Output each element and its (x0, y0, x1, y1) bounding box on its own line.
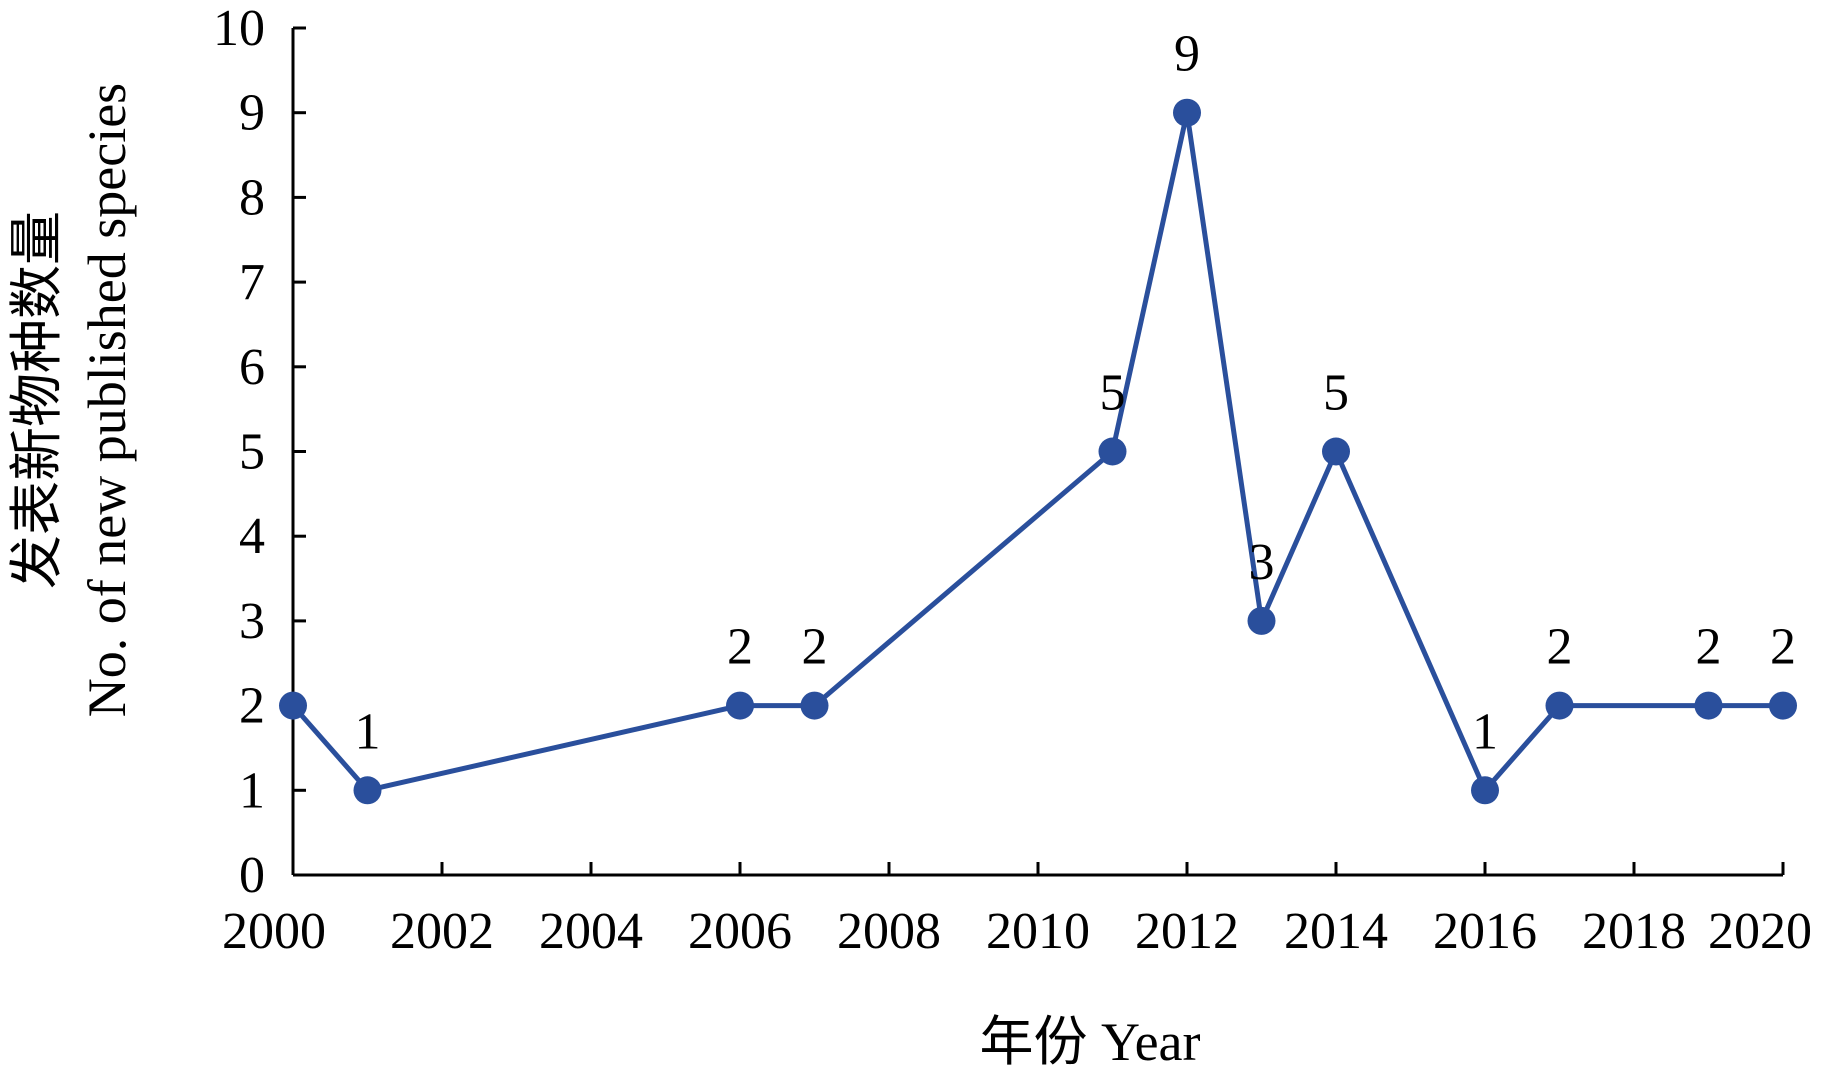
y-tick-label: 7 (239, 254, 265, 311)
data-point (1545, 691, 1574, 720)
data-label: 5 (1323, 365, 1349, 422)
data-label: 2 (1547, 619, 1573, 676)
x-tick-label: 2006 (688, 903, 792, 960)
data-label: 9 (1174, 26, 1200, 83)
x-axis-title: 年份 Year (979, 1012, 1200, 1072)
data-label: 2 (802, 619, 828, 676)
y-axis-title-english: No. of new published species (77, 83, 137, 717)
x-tick-label: 2020 (1708, 903, 1812, 960)
x-tick-label: 2008 (837, 903, 941, 960)
x-tick-label: 2010 (986, 903, 1090, 960)
data-label: 5 (1100, 365, 1126, 422)
data-point (800, 691, 829, 720)
data-label: 1 (1472, 703, 1498, 760)
data-point (279, 691, 307, 720)
y-tick-label: 1 (239, 762, 265, 819)
x-tick-label: 2018 (1582, 903, 1686, 960)
x-tick-label: 2004 (539, 903, 643, 960)
y-tick-label: 0 (239, 847, 265, 904)
y-axis-title-chinese: 发表新物种数量 (7, 211, 67, 589)
x-tick-label: 2002 (390, 903, 494, 960)
data-point (1098, 437, 1127, 466)
series-line (291, 110, 1783, 793)
data-point (1769, 691, 1797, 720)
data-label: 3 (1249, 534, 1275, 591)
x-tick-label: 2012 (1135, 903, 1239, 960)
y-tick-label: 6 (239, 339, 265, 396)
data-label: 2 (1770, 619, 1796, 676)
data-point (726, 691, 754, 720)
data-point (1247, 606, 1276, 635)
y-tick-label: 5 (239, 424, 265, 481)
data-label: 1 (355, 703, 381, 760)
y-tick-label: 10 (213, 0, 265, 57)
y-tick-label: 2 (239, 678, 265, 735)
y-tick-label: 3 (239, 593, 265, 650)
data-label: 2 (727, 619, 753, 676)
x-tick-label: 2000 (222, 903, 326, 960)
x-tick-label: 2016 (1433, 903, 1537, 960)
data-label: 2 (1696, 619, 1722, 676)
y-tick-label: 8 (239, 169, 265, 226)
x-tick-label: 2014 (1284, 903, 1388, 960)
y-axis-title: 发表新物种数量 No. of new published species (7, 83, 137, 717)
y-tick-label: 4 (239, 508, 265, 565)
data-point (1173, 98, 1201, 127)
y-tick-label: 9 (239, 85, 265, 142)
data-point (1694, 691, 1723, 720)
data-point (1322, 437, 1350, 466)
data-point (1471, 776, 1499, 805)
data-point (353, 776, 382, 805)
